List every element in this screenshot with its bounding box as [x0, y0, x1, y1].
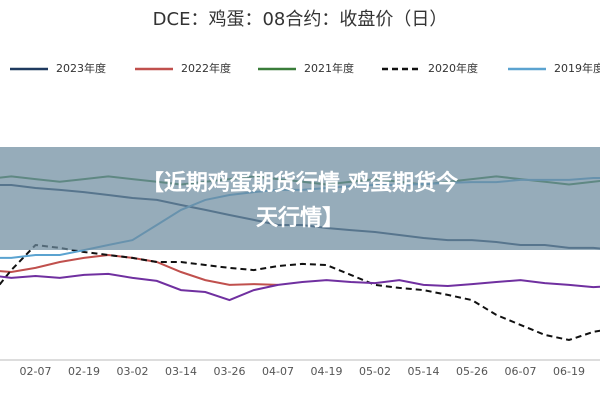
- x-tick-label: 02-19: [68, 365, 100, 378]
- chart-title: DCE：鸡蛋：08合约：收盘价（日）: [153, 9, 448, 30]
- legend-label: 2020年度: [428, 61, 478, 75]
- series-line: [0, 272, 600, 302]
- x-tick-label: 03-26: [214, 365, 246, 378]
- x-tick-label: 03-02: [117, 365, 149, 378]
- banner-text: 天行情】: [256, 205, 344, 231]
- x-tick-label: 03-14: [165, 365, 197, 378]
- x-tick-label: 05-02: [359, 365, 391, 378]
- legend-label: 2022年度: [181, 61, 231, 75]
- x-tick-label: 04-07: [262, 365, 294, 378]
- series-line: [0, 243, 600, 342]
- x-tick-label: 05-26: [456, 365, 488, 378]
- x-tick-label: 06-19: [553, 365, 585, 378]
- banner: [0, 147, 600, 250]
- x-tick-label: 04-19: [311, 365, 343, 378]
- legend-label: 2019年度: [554, 61, 600, 75]
- legend-label: 2021年度: [304, 61, 354, 75]
- x-tick-label: 02-07: [20, 365, 52, 378]
- x-tick-label: 06-07: [505, 365, 537, 378]
- x-tick-label: 05-14: [408, 365, 440, 378]
- banner-text: 【近期鸡蛋期货行情,鸡蛋期货今: [142, 170, 458, 196]
- legend-label: 2023年度: [56, 61, 106, 75]
